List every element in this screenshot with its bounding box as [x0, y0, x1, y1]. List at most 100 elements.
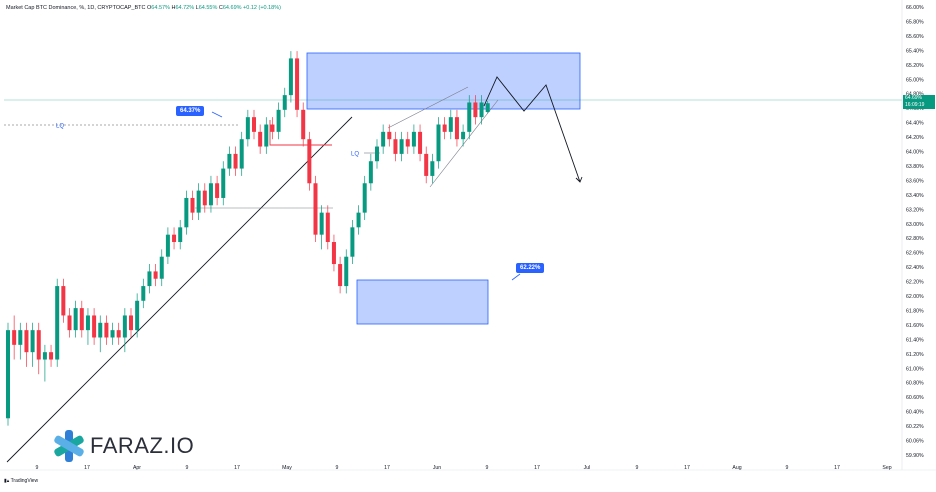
y-tick-label: 62.60%	[906, 251, 924, 257]
x-tick-label: 9	[636, 465, 639, 471]
candle-body	[325, 212, 330, 243]
candle-body	[338, 264, 343, 287]
candle-body	[350, 227, 355, 257]
candle	[479, 95, 484, 125]
candle-body	[79, 308, 84, 331]
candle-body	[36, 330, 41, 360]
y-tick-label: 61.00%	[906, 366, 924, 372]
x-tick-label: 9	[336, 465, 339, 471]
candle-body	[165, 234, 170, 257]
y-tick-label: 64.40%	[906, 121, 924, 127]
x-tick-label: Sep	[882, 465, 891, 471]
candle	[129, 308, 133, 338]
candle-body	[110, 330, 115, 338]
candle-body	[92, 315, 97, 338]
candle-body	[264, 124, 269, 147]
candle	[67, 308, 72, 338]
demand-zone[interactable]	[356, 279, 489, 325]
y-tick-label: 65.80%	[906, 19, 924, 25]
candle-body	[375, 146, 379, 162]
projection-path[interactable]	[483, 76, 581, 183]
candle	[448, 109, 453, 140]
candle	[393, 131, 398, 162]
candle-body	[153, 271, 158, 279]
candle	[399, 131, 404, 162]
y-tick-label: 59.90%	[906, 453, 924, 459]
candle	[454, 109, 459, 147]
faraz-logo-text: FARAZ.IO	[90, 433, 195, 458]
y-tick-label: 62.20%	[906, 280, 924, 286]
tradingview-credit: ▮▴ TradingView	[4, 478, 39, 484]
candle	[208, 175, 213, 213]
candle-body	[245, 117, 250, 140]
candle-body	[479, 102, 484, 118]
wedge-lower-line[interactable]	[429, 99, 499, 188]
candle-body	[55, 286, 60, 360]
y-tick-label: 63.80%	[906, 164, 924, 170]
candle-body	[215, 183, 220, 198]
candle	[307, 131, 312, 191]
chart-title: Market Cap BTC Dominance, %, 1D, CRYPTOC…	[6, 5, 146, 11]
candle-body	[184, 197, 189, 228]
candle	[227, 146, 232, 176]
candle	[104, 315, 109, 345]
candle	[288, 51, 293, 103]
supply-zone[interactable]	[306, 52, 581, 110]
candle-body	[196, 190, 201, 213]
ohlc-item: O64.57%	[147, 5, 170, 11]
x-tick-label: 17	[684, 465, 690, 471]
candle	[375, 139, 379, 169]
x-tick-label: 9	[186, 465, 189, 471]
candle-body	[331, 242, 336, 265]
y-tick-label: 60.80%	[906, 381, 924, 387]
candle	[461, 124, 466, 147]
candle-body	[362, 183, 367, 213]
candle-body	[282, 95, 287, 110]
candle	[430, 153, 435, 184]
candle	[442, 117, 447, 140]
candle-body	[319, 212, 324, 235]
candle	[245, 109, 250, 147]
candle	[98, 315, 103, 353]
candle-body	[301, 109, 306, 140]
candle	[436, 117, 441, 169]
candle-body	[381, 131, 386, 147]
candle-body	[49, 352, 54, 360]
candle-body	[172, 234, 177, 243]
candle	[368, 153, 373, 191]
candle-body	[159, 256, 164, 279]
trendline[interactable]	[6, 116, 353, 463]
label-62-22[interactable]: 62.22%	[516, 263, 545, 273]
candle	[18, 322, 23, 360]
lq-mid-label: LQ	[351, 152, 359, 158]
x-tick-label: 17	[534, 465, 540, 471]
candle-body	[368, 161, 373, 184]
candle-body	[258, 131, 263, 147]
candle-body	[116, 330, 121, 338]
candle-body	[178, 227, 183, 243]
candle	[276, 102, 281, 140]
ohlc-item: C64.69%	[217, 5, 242, 11]
y-tick-label: 63.40%	[906, 193, 924, 199]
candle	[12, 315, 17, 360]
faraz-logo: FARAZ.IO	[52, 429, 194, 463]
y-tick-label: 60.40%	[906, 410, 924, 416]
ohlc-item: H64.72%	[169, 5, 195, 11]
candle	[122, 308, 127, 353]
candle	[49, 344, 54, 367]
candle	[73, 300, 78, 338]
y-tick-label: 64.80%	[906, 92, 924, 98]
candle-body	[42, 352, 47, 360]
candle	[36, 322, 41, 375]
candle-body	[473, 102, 478, 118]
candle	[55, 278, 60, 367]
candle	[362, 175, 367, 220]
wedge-upper-line[interactable]	[387, 86, 469, 129]
candle	[239, 131, 244, 176]
label-64-37[interactable]: 64.37%	[176, 106, 205, 116]
candle	[85, 308, 90, 345]
candle-body	[18, 330, 23, 345]
candle	[411, 124, 416, 154]
y-tick-label: 63.20%	[906, 207, 924, 213]
